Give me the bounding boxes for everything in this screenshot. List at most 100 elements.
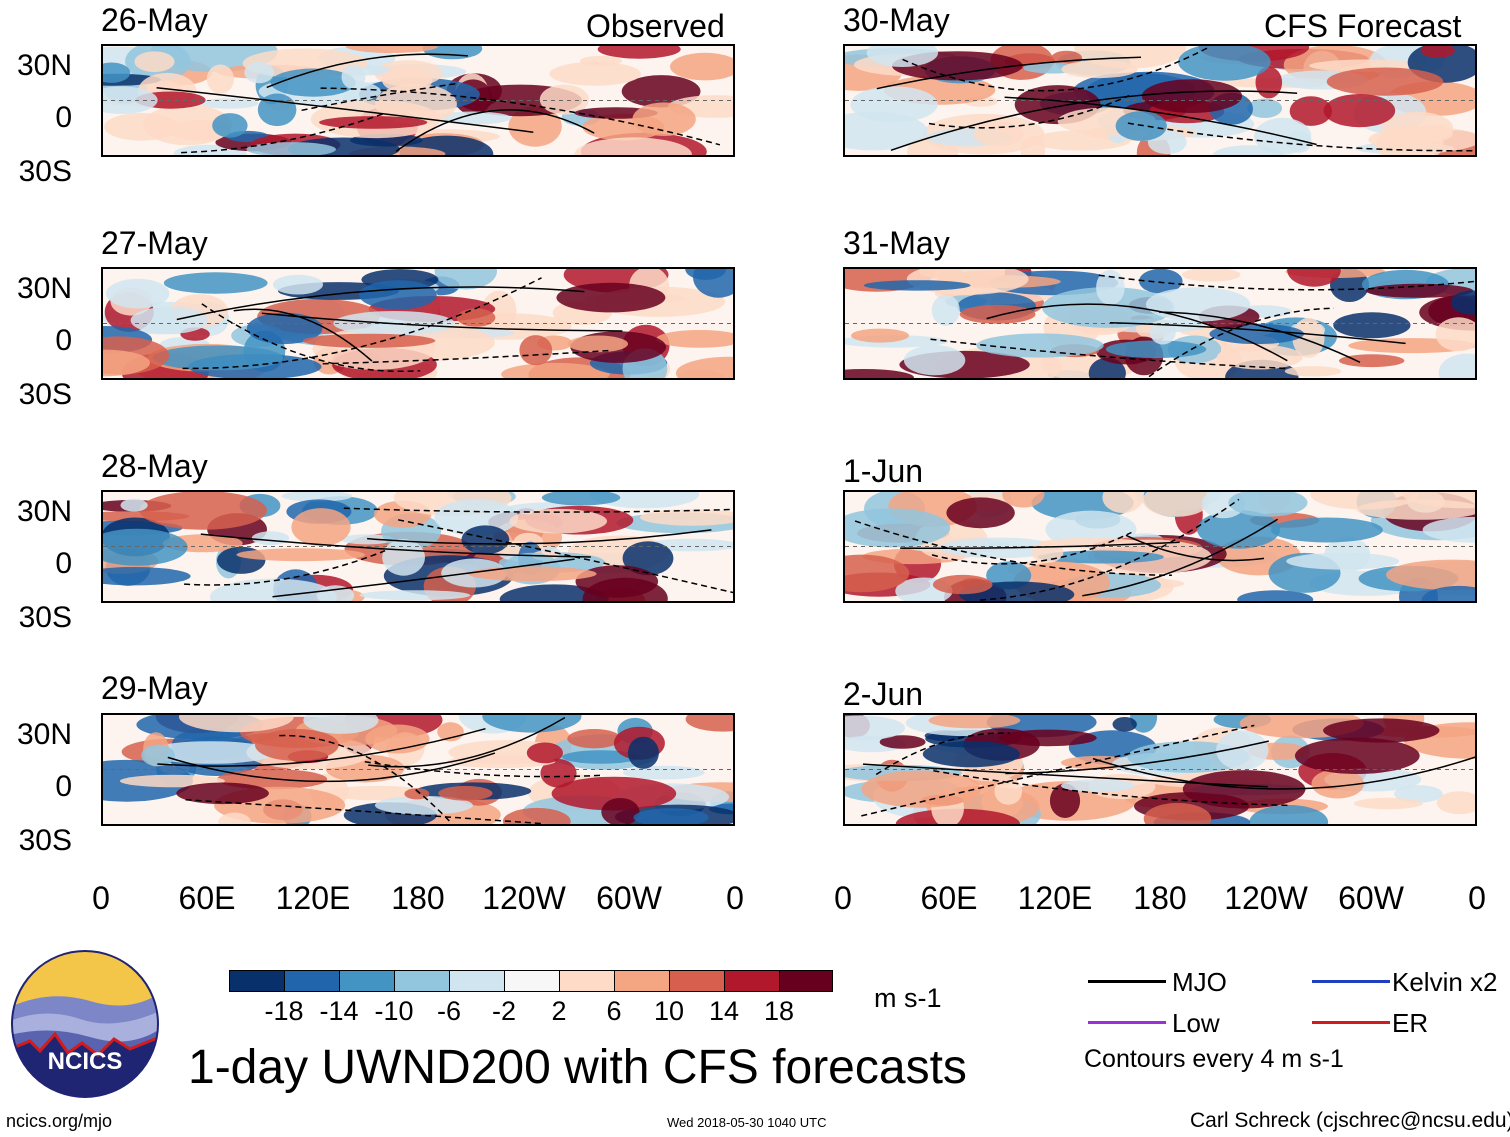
wind-anomaly-blob xyxy=(1438,353,1475,378)
contour-note: Contours every 4 m s-1 xyxy=(1084,1045,1344,1073)
lon-label: 120W xyxy=(1224,880,1308,916)
wind-anomaly-blob xyxy=(145,741,276,764)
wind-anomaly-blob xyxy=(382,539,425,576)
wind-anomaly-blob xyxy=(501,362,610,378)
mjo-contour xyxy=(272,558,575,598)
wind-anomaly-blob xyxy=(932,574,993,595)
map-panel-observed-4 xyxy=(101,713,735,826)
wind-anomaly-blob xyxy=(539,84,589,115)
wind-anomaly-blob xyxy=(1145,287,1251,322)
colorbar-tick: 10 xyxy=(653,996,685,1026)
mjo-contour xyxy=(928,94,1130,129)
footer-url: ncics.org/mjo xyxy=(6,1111,113,1131)
wind-anomaly-blob xyxy=(633,808,709,824)
wind-anomaly-blob xyxy=(438,785,493,801)
map-field xyxy=(103,269,733,378)
wind-anomaly-blob xyxy=(433,111,512,125)
wind-anomaly-blob xyxy=(1182,770,1306,809)
mjo-contour xyxy=(184,550,386,586)
wind-anomaly-blob xyxy=(1270,517,1383,543)
wind-anomaly-blob xyxy=(1112,717,1137,732)
wind-anomaly-blob xyxy=(209,578,337,601)
wind-anomaly-blob xyxy=(143,104,232,146)
lon-label: 0 xyxy=(92,880,110,916)
wind-anomaly-blob xyxy=(1182,269,1241,282)
wind-anomaly-blob xyxy=(319,116,428,129)
observed-label: Observed xyxy=(586,8,725,44)
wind-anomaly-blob xyxy=(928,715,1021,729)
wind-anomaly-blob xyxy=(456,308,496,327)
wind-anomaly-blob xyxy=(1286,130,1312,153)
wind-anomaly-blob xyxy=(622,541,674,576)
lat-label-eq: 0 xyxy=(55,547,72,580)
colorbar-swatch xyxy=(724,970,780,992)
mjo-contour xyxy=(876,56,1142,90)
wind-anomaly-blob xyxy=(316,585,355,601)
mjo-contour xyxy=(902,46,1209,92)
mjo-contour xyxy=(367,529,712,545)
wind-anomaly-blob xyxy=(1197,510,1281,549)
wind-anomaly-blob xyxy=(627,736,659,769)
wind-anomaly-blob xyxy=(1413,124,1454,142)
wind-anomaly-blob xyxy=(1105,340,1207,359)
wind-anomaly-blob xyxy=(434,269,497,290)
panel-date-title: 27-May xyxy=(101,225,208,261)
ncics-logo: NCICS xyxy=(10,949,160,1099)
lat-label-eq: 0 xyxy=(55,324,72,357)
legend-label: MJO xyxy=(1172,967,1227,997)
lat-label-eq: 0 xyxy=(55,101,72,134)
lon-label: 0 xyxy=(1468,880,1486,916)
wind-anomaly-blob xyxy=(1436,791,1475,815)
figure-title: 1-day UWND200 with CFS forecasts xyxy=(188,1041,967,1094)
wind-anomaly-blob xyxy=(622,765,705,780)
lon-label: 60E xyxy=(920,880,978,916)
mjo-contour xyxy=(261,312,623,332)
map-panel-forecast-3 xyxy=(843,490,1477,603)
wind-anomaly-blob xyxy=(976,333,1104,358)
wind-anomaly-blob xyxy=(845,554,910,593)
wind-anomaly-blob xyxy=(1284,366,1342,377)
wind-anomaly-blob xyxy=(447,754,556,768)
wind-anomaly-blob xyxy=(1422,516,1475,543)
lon-label: 120E xyxy=(1017,880,1093,916)
map-field xyxy=(845,46,1475,155)
wind-anomaly-blob xyxy=(541,492,621,506)
wind-anomaly-blob xyxy=(540,759,577,788)
mjo-contour xyxy=(933,769,1291,807)
panel-date-title: 31-May xyxy=(843,225,950,261)
wind-anomaly-blob xyxy=(1353,797,1423,810)
wind-anomaly-blob xyxy=(236,548,365,562)
wind-anomaly-blob xyxy=(273,274,323,295)
wind-anomaly-blob xyxy=(1061,779,1135,793)
wind-anomaly-blob xyxy=(303,715,379,734)
wind-anomaly-blob xyxy=(246,142,336,155)
colorbar-swatch xyxy=(504,970,560,992)
mjo-contour xyxy=(1004,96,1317,146)
colorbar-tick: -10 xyxy=(374,996,414,1026)
legend-line-mjo xyxy=(1088,980,1166,983)
lon-label: 120E xyxy=(275,880,351,916)
wind-anomaly-blob xyxy=(879,735,926,749)
lat-label-30n: 30N xyxy=(16,49,72,82)
wind-anomaly-blob xyxy=(482,715,582,733)
wind-anomaly-blob xyxy=(359,590,471,601)
mjo-contour xyxy=(862,763,1268,788)
wind-anomaly-blob xyxy=(526,742,563,764)
map-field xyxy=(103,46,733,155)
legend-line-kelvin xyxy=(1312,980,1390,983)
wind-anomaly-blob xyxy=(1323,94,1396,128)
wind-anomaly-blob xyxy=(640,509,733,526)
wind-anomaly-blob xyxy=(130,306,208,334)
wind-anomaly-blob xyxy=(1061,60,1138,79)
wind-anomaly-blob xyxy=(218,812,251,824)
mjo-contour xyxy=(343,507,733,513)
wind-anomaly-blob xyxy=(903,345,966,376)
mjo-contour xyxy=(1098,274,1475,291)
map-field xyxy=(845,269,1475,378)
wind-anomaly-blob xyxy=(994,778,1023,805)
wind-anomaly-blob xyxy=(685,715,733,732)
wind-anomaly-blob xyxy=(597,46,681,59)
legend-line-low xyxy=(1088,1021,1166,1024)
wind-anomaly-blob xyxy=(1394,785,1443,803)
mjo-contour xyxy=(395,109,595,152)
